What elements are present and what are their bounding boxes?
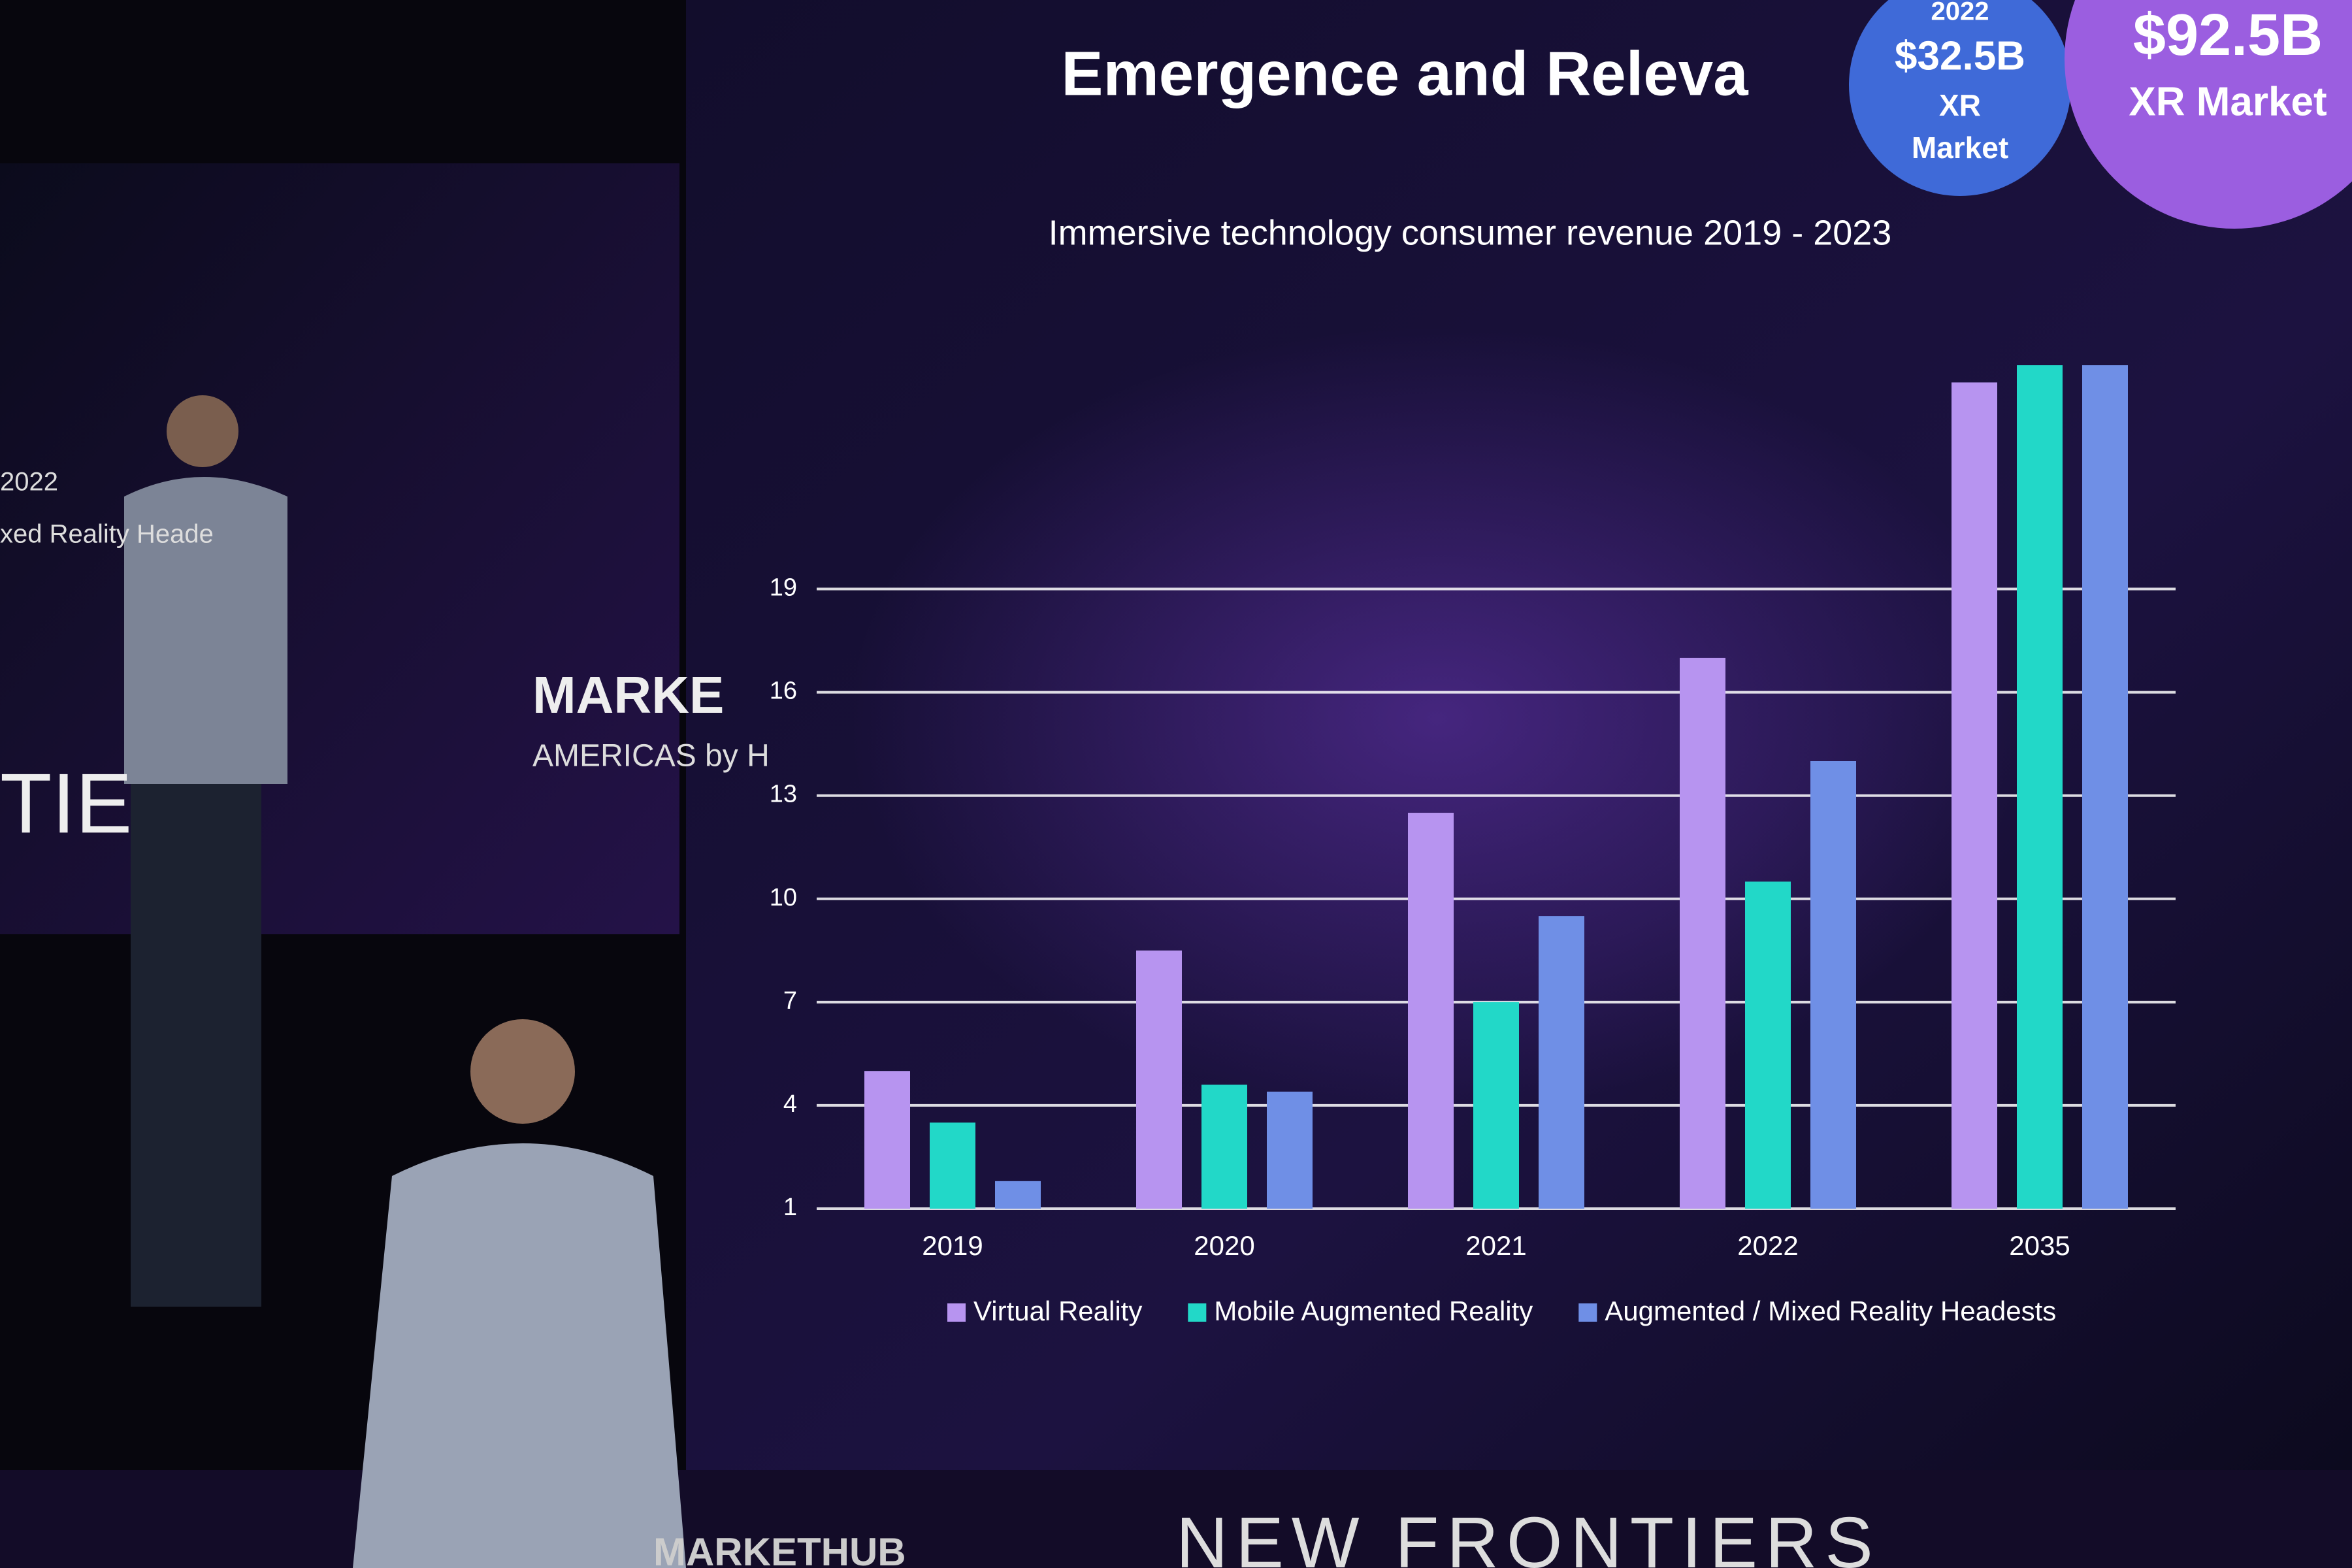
presenter — [353, 1019, 686, 1568]
bar — [1201, 1085, 1247, 1209]
bar — [930, 1122, 975, 1209]
y-tick-label: 7 — [783, 987, 797, 1015]
y-tick-label: 10 — [770, 884, 797, 911]
legend-label: Mobile Augmented Reality — [1214, 1296, 1533, 1326]
annotation-bubble — [1849, 0, 2071, 196]
bar — [2017, 365, 2063, 1209]
y-tick-label: 19 — [770, 574, 797, 602]
bar — [1810, 761, 1856, 1209]
annotation: $92.5B — [2133, 3, 2323, 68]
bar — [864, 1071, 910, 1209]
y-tick-label: 16 — [770, 678, 797, 705]
bar — [1408, 813, 1454, 1209]
bar — [995, 1181, 1041, 1209]
legend-swatch — [1188, 1303, 1207, 1322]
legend-swatch — [1578, 1303, 1597, 1322]
legend-label: Virtual Reality — [973, 1296, 1142, 1326]
presenter-on-screen — [124, 395, 287, 1307]
y-tick-label: 4 — [783, 1090, 797, 1118]
bar — [1473, 1002, 1519, 1209]
background-text: 2022 — [0, 468, 58, 497]
annotation-bubble — [2065, 0, 2352, 229]
chart-subtitle: Immersive technology consumer revenue 20… — [1049, 213, 1892, 252]
y-tick-label: 1 — [783, 1194, 797, 1221]
slide-glow — [849, 327, 2025, 1111]
x-tick-label: 2021 — [1465, 1230, 1526, 1261]
bar — [1539, 916, 1584, 1209]
legend-label: Augmented / Mixed Reality Headests — [1605, 1296, 2056, 1326]
bar — [1680, 657, 1725, 1209]
x-tick-label: 2035 — [2009, 1230, 2070, 1261]
bar — [1267, 1091, 1313, 1209]
annotation: $32.5B — [1895, 33, 2025, 78]
x-tick-label: 2020 — [1194, 1230, 1254, 1261]
y-tick-label: 13 — [770, 781, 797, 808]
legend-swatch — [947, 1303, 966, 1322]
bar — [2082, 365, 2128, 1209]
bar — [1745, 881, 1791, 1209]
annotation: Market — [1912, 131, 2008, 165]
side-screen — [0, 163, 679, 934]
annotation: 2022 — [1931, 0, 1989, 26]
annotation: XR — [1939, 88, 1981, 122]
x-tick-label: 2022 — [1737, 1230, 1798, 1261]
x-tick-label: 2019 — [922, 1230, 983, 1261]
background-text: MARKE — [532, 666, 724, 724]
background-text: xed Reality Heade — [0, 520, 214, 549]
chart-title: Emergence and Releva — [1061, 39, 1748, 108]
bar — [1952, 382, 1997, 1209]
background-text: NEW FRONTIERS — [1176, 1503, 1881, 1568]
background-text: AMERICAS by H — [532, 739, 770, 774]
background-text: TIE — [0, 755, 132, 851]
background-text: MARKETHUB — [653, 1530, 906, 1568]
bar — [1136, 950, 1182, 1209]
annotation: XR Market — [2129, 79, 2327, 124]
